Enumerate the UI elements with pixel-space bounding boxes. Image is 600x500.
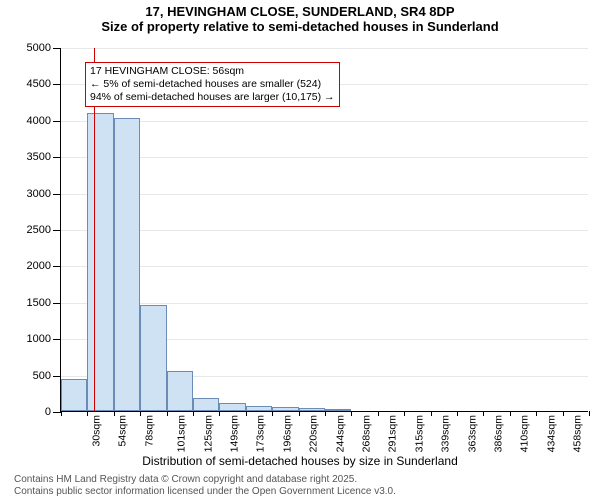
xtick [219, 411, 220, 416]
xtick [351, 411, 352, 416]
xtick [272, 411, 273, 416]
ytick-label: 5000 [21, 42, 51, 54]
ytick [53, 266, 61, 267]
plot-area: 0500100015002000250030003500400045005000… [60, 48, 588, 412]
xtick [404, 411, 405, 416]
ytick [53, 194, 61, 195]
footer-line-2: Contains public sector information licen… [14, 486, 396, 498]
xtick-label: 363sqm [466, 415, 478, 452]
ytick-label: 0 [21, 406, 51, 418]
ytick [53, 339, 61, 340]
x-axis-label: Distribution of semi-detached houses by … [0, 454, 600, 468]
footer-line-1: Contains HM Land Registry data © Crown c… [14, 474, 396, 486]
xtick-label: 78sqm [143, 415, 155, 447]
attribution-footer: Contains HM Land Registry data © Crown c… [14, 474, 396, 498]
ytick [53, 376, 61, 377]
xtick-label: 458sqm [572, 415, 584, 452]
histogram-bar [325, 409, 351, 411]
xtick [167, 411, 168, 416]
histogram-bar [140, 305, 166, 411]
histogram-bar [219, 403, 245, 411]
xtick-label: 125sqm [202, 415, 214, 452]
xtick-label: 101sqm [176, 415, 188, 452]
xtick [589, 411, 590, 416]
ytick [53, 230, 61, 231]
ytick-label: 2000 [21, 260, 51, 272]
chart-container: 17, HEVINGHAM CLOSE, SUNDERLAND, SR4 8DP… [0, 0, 600, 500]
ytick-label: 1500 [21, 297, 51, 309]
xtick-label: 196sqm [281, 415, 293, 452]
histogram-bar [272, 407, 298, 411]
xtick-label: 173sqm [255, 415, 267, 452]
xtick-label: 434sqm [545, 415, 557, 452]
histogram-bar [299, 408, 325, 411]
ytick-label: 1000 [21, 333, 51, 345]
ytick-label: 3500 [21, 151, 51, 163]
ytick-label: 2500 [21, 224, 51, 236]
xtick-label: 339sqm [440, 415, 452, 452]
histogram-bar [114, 118, 140, 411]
xtick [457, 411, 458, 416]
histogram-bar [246, 406, 272, 411]
histogram-bar [61, 379, 87, 411]
xtick [325, 411, 326, 416]
ytick [53, 303, 61, 304]
xtick-label: 386sqm [492, 415, 504, 452]
annotation-line-1: 17 HEVINGHAM CLOSE: 56sqm [90, 65, 335, 78]
xtick [193, 411, 194, 416]
annotation-line-3: 94% of semi-detached houses are larger (… [90, 91, 335, 104]
ytick [53, 412, 61, 413]
xtick [510, 411, 511, 416]
xtick [299, 411, 300, 416]
xtick-label: 54sqm [117, 415, 129, 447]
histogram-bar [167, 371, 193, 411]
title-block: 17, HEVINGHAM CLOSE, SUNDERLAND, SR4 8DP… [0, 0, 600, 34]
annotation-box: 17 HEVINGHAM CLOSE: 56sqm← 5% of semi-de… [85, 62, 340, 107]
annotation-line-2: ← 5% of semi-detached houses are smaller… [90, 78, 335, 91]
title-main: 17, HEVINGHAM CLOSE, SUNDERLAND, SR4 8DP [0, 4, 600, 19]
ytick [53, 48, 61, 49]
xtick [61, 411, 62, 416]
xtick [114, 411, 115, 416]
ytick [53, 84, 61, 85]
xtick-label: 30sqm [91, 415, 103, 447]
xtick [246, 411, 247, 416]
ytick-label: 3000 [21, 188, 51, 200]
title-sub: Size of property relative to semi-detach… [0, 19, 600, 34]
ytick [53, 121, 61, 122]
xtick-label: 410sqm [519, 415, 531, 452]
histogram-bar [87, 113, 113, 411]
histogram-bar [193, 398, 219, 411]
xtick [563, 411, 564, 416]
xtick [87, 411, 88, 416]
xtick [140, 411, 141, 416]
xtick-label: 244sqm [334, 415, 346, 452]
xtick [378, 411, 379, 416]
ytick-label: 500 [21, 370, 51, 382]
xtick-label: 315sqm [413, 415, 425, 452]
xtick-label: 268sqm [360, 415, 372, 452]
xtick [483, 411, 484, 416]
ytick-label: 4000 [21, 115, 51, 127]
xtick [431, 411, 432, 416]
xtick-label: 220sqm [308, 415, 320, 452]
ytick [53, 157, 61, 158]
ytick-label: 4500 [21, 78, 51, 90]
xtick [536, 411, 537, 416]
xtick-label: 149sqm [228, 415, 240, 452]
xtick-label: 291sqm [387, 415, 399, 452]
gridline-h [61, 48, 588, 49]
